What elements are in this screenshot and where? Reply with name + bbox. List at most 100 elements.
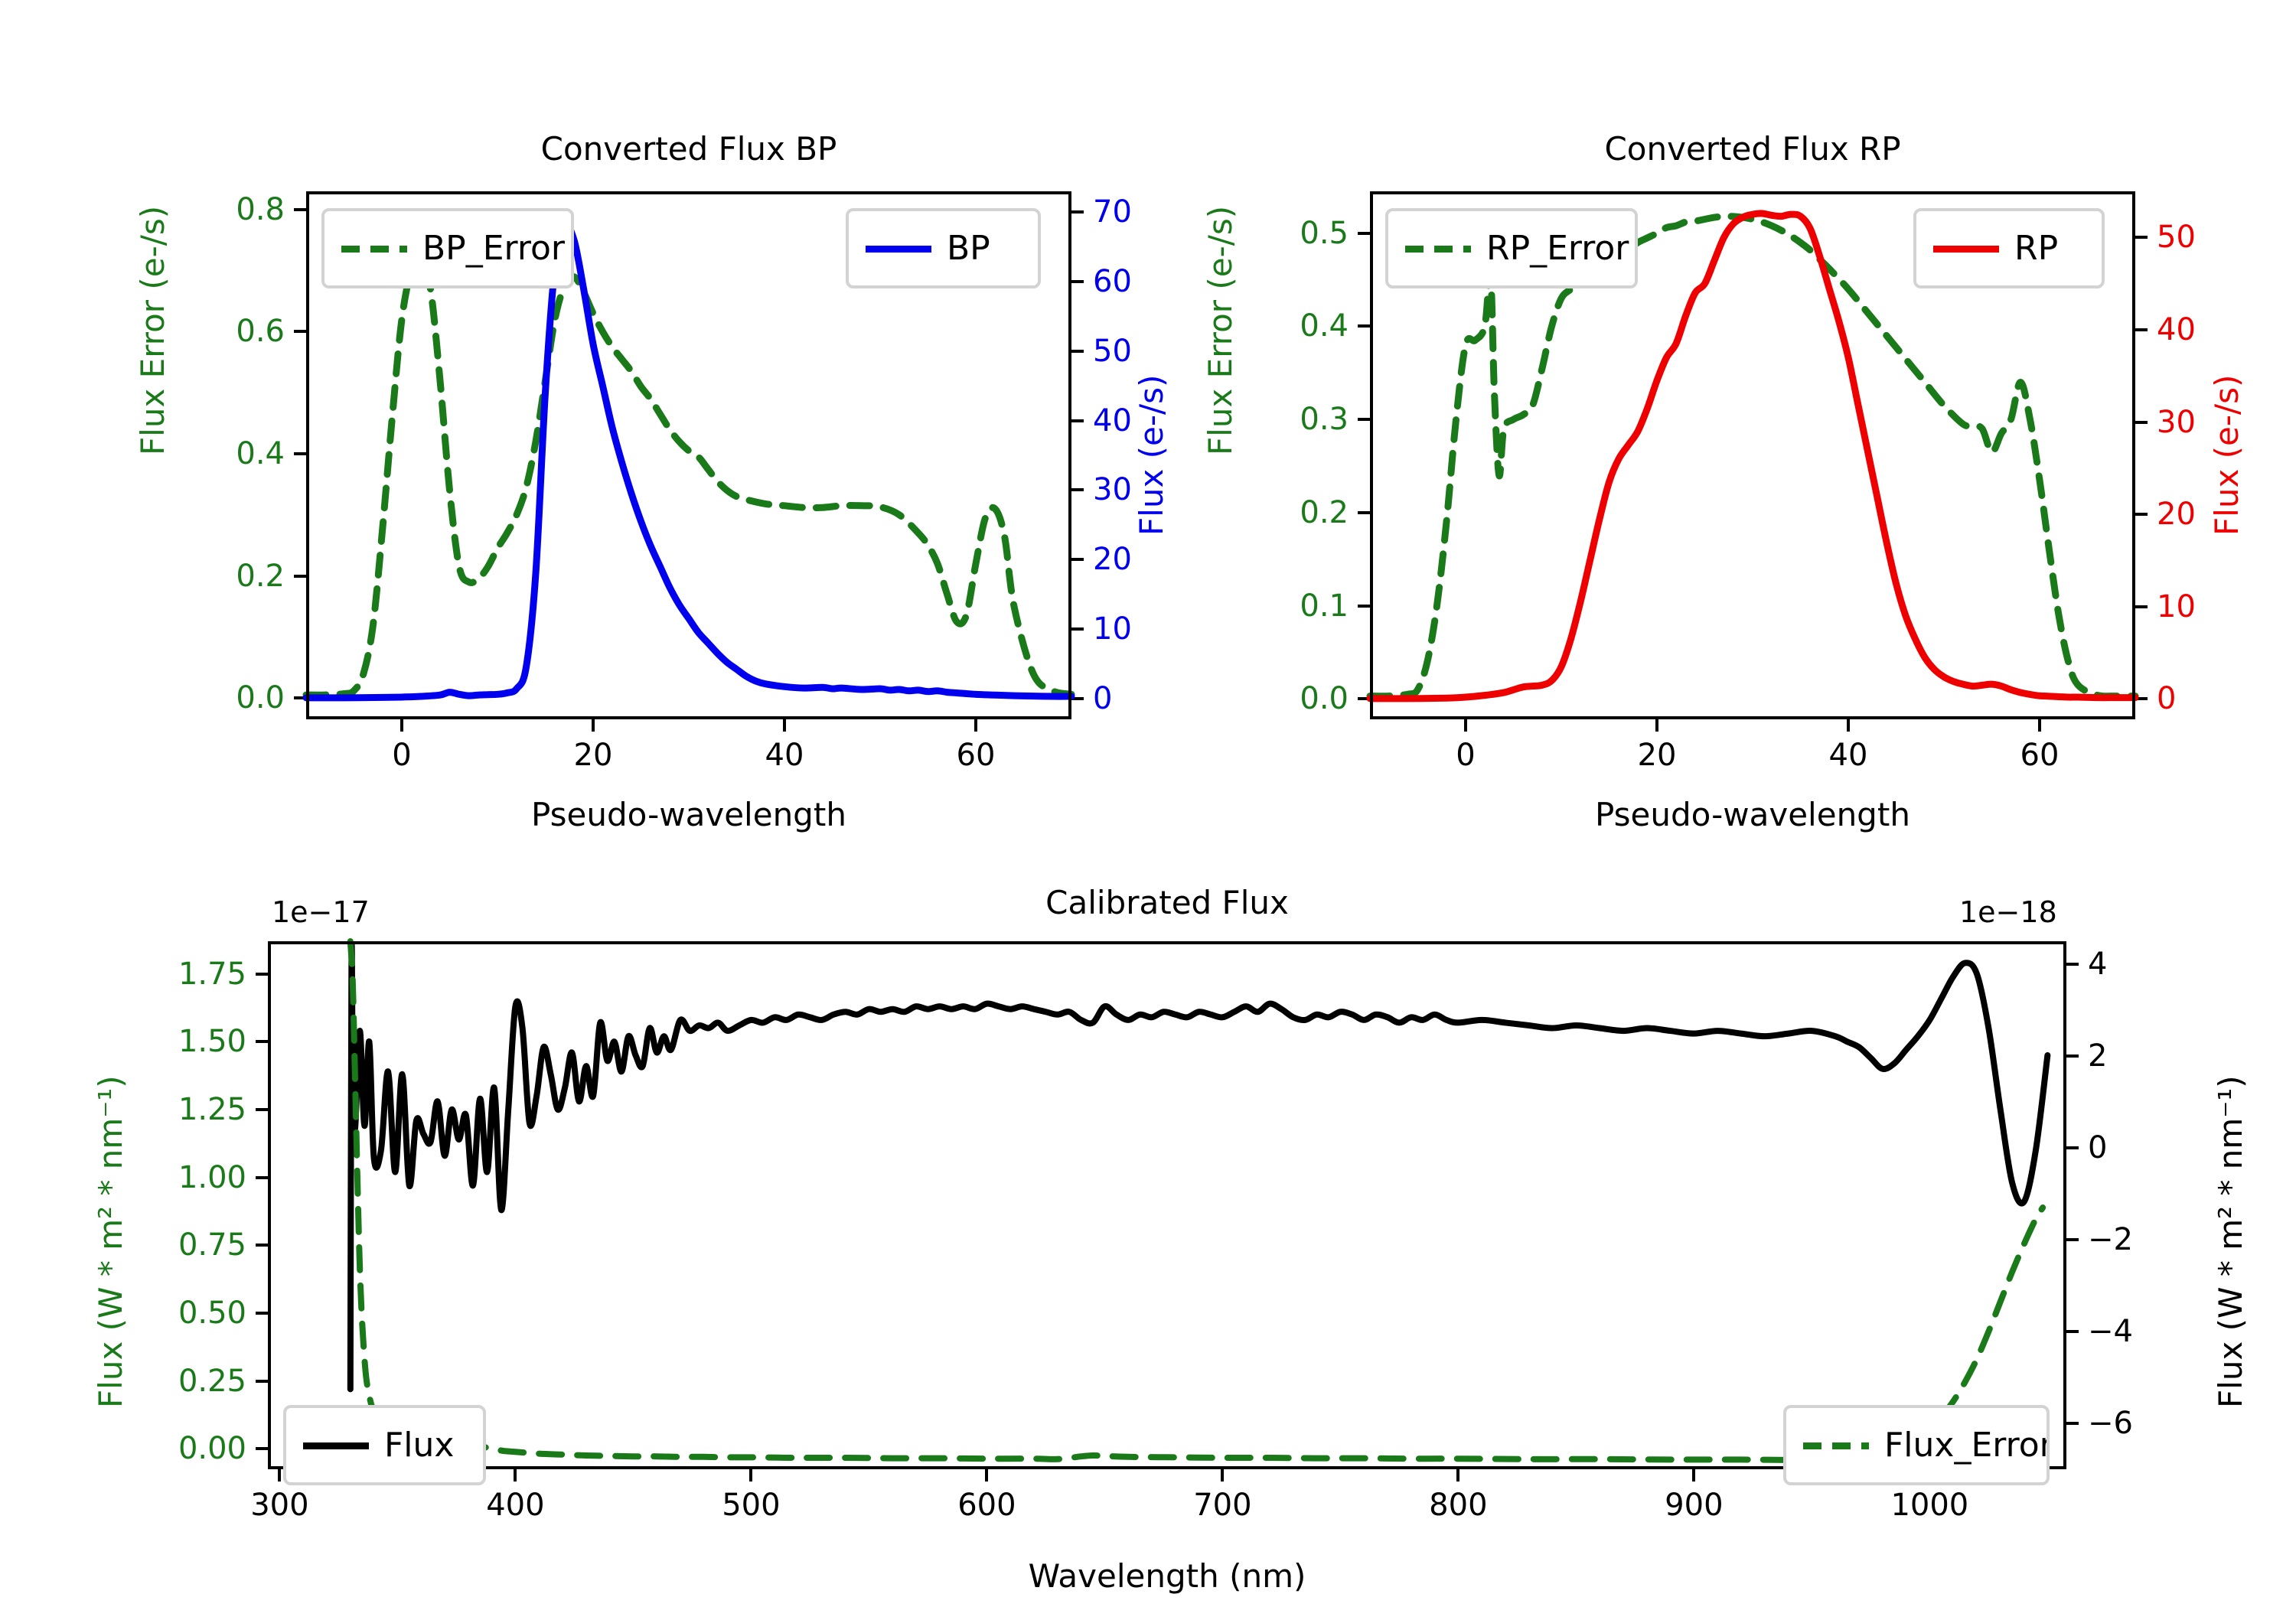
x-tick-label: 0 xyxy=(392,738,412,773)
y-tick-mark xyxy=(1358,231,1370,235)
x-tick-label: 800 xyxy=(1429,1488,1488,1523)
y-tick-label: 0.0 xyxy=(1300,681,1349,717)
y-tick-mark xyxy=(256,1379,268,1383)
y-tick-mark xyxy=(2066,1422,2079,1425)
x-tick-mark xyxy=(278,1469,282,1482)
rp-axes-frame xyxy=(1370,191,2135,719)
y-tick-mark xyxy=(256,1175,268,1179)
y-tick-label: 1.25 xyxy=(178,1091,246,1127)
y-tick-mark xyxy=(1071,488,1084,492)
y-tick-mark xyxy=(1071,349,1084,353)
y-tick-mark xyxy=(256,1447,268,1451)
y-tick-mark xyxy=(256,1107,268,1111)
bp-legend-error[interactable]: BP_Error xyxy=(321,208,574,288)
y-tick-mark xyxy=(294,696,306,700)
y-tick-mark xyxy=(1071,696,1084,700)
y-tick-label: −2 xyxy=(2088,1222,2133,1257)
y-tick-label: 0 xyxy=(1093,680,1113,716)
y-tick-mark xyxy=(294,330,306,334)
y-tick-mark xyxy=(2135,697,2148,701)
y-tick-mark xyxy=(1071,280,1084,284)
y-tick-label: 0 xyxy=(2088,1130,2108,1165)
y-tick-label: −6 xyxy=(2088,1406,2133,1441)
calibrated-legend-flux[interactable]: Flux xyxy=(283,1405,486,1485)
rp-error-legend-label: RP_Error xyxy=(1486,228,1629,268)
y-tick-label: 0.00 xyxy=(178,1431,246,1467)
y-tick-label: 0.3 xyxy=(1300,402,1349,438)
y-tick-mark xyxy=(2135,513,2148,517)
y-tick-mark xyxy=(2135,236,2148,240)
y-tick-mark xyxy=(1071,419,1084,422)
y-tick-label: 4 xyxy=(2088,947,2108,982)
panel-converted-flux-bp: Converted Flux BP 0 20 40 60 0.0 0.2 0.4 0.6 0.8… xyxy=(0,0,1170,833)
x-tick-label: 20 xyxy=(1637,738,1677,773)
calibrated-left-offset-label: 1e−17 xyxy=(272,895,370,929)
y-tick-mark xyxy=(2066,1054,2079,1058)
y-tick-label: 0.25 xyxy=(178,1363,246,1399)
x-tick-label: 1000 xyxy=(1890,1488,1969,1523)
x-tick-mark xyxy=(2038,719,2041,732)
y-tick-label: 0.2 xyxy=(236,558,285,594)
y-tick-label: 0.6 xyxy=(236,314,285,350)
rp-panel-title: Converted Flux RP xyxy=(1604,130,1901,168)
calibrated-panel-title: Calibrated Flux xyxy=(1045,884,1289,921)
y-tick-label: 60 xyxy=(1093,264,1132,300)
x-tick-label: 300 xyxy=(250,1488,309,1523)
bp-legend-label: BP xyxy=(947,228,990,268)
x-tick-label: 20 xyxy=(573,738,613,773)
y-tick-label: 0.4 xyxy=(1300,308,1349,344)
y-tick-mark xyxy=(2135,420,2148,424)
y-tick-mark xyxy=(1358,324,1370,328)
y-tick-label: 0.50 xyxy=(178,1296,246,1331)
x-tick-mark xyxy=(400,719,403,732)
flux-legend-label: Flux xyxy=(384,1425,455,1465)
y-tick-label: 10 xyxy=(1093,611,1132,647)
y-tick-mark xyxy=(1358,697,1370,701)
x-tick-label: 400 xyxy=(486,1488,545,1523)
y-tick-label: 0.1 xyxy=(1300,588,1349,624)
calibrated-right-offset-label: 1e−18 xyxy=(1959,895,2057,929)
y-tick-label: 2 xyxy=(2088,1038,2108,1074)
y-tick-mark xyxy=(1358,604,1370,608)
y-tick-label: 40 xyxy=(2157,311,2196,347)
x-tick-mark xyxy=(974,719,977,732)
x-tick-mark xyxy=(1464,719,1467,732)
rp-legend-error[interactable]: RP_Error xyxy=(1385,208,1638,288)
x-tick-label: 40 xyxy=(765,738,804,773)
bp-panel-title: Converted Flux BP xyxy=(540,130,837,168)
y-tick-mark xyxy=(294,574,306,578)
bp-legend-flux[interactable]: BP xyxy=(846,208,1041,288)
y-tick-mark xyxy=(2135,328,2148,331)
rp-legend-flux[interactable]: RP xyxy=(1913,208,2105,288)
y-tick-label: 40 xyxy=(1093,403,1132,438)
x-tick-label: 900 xyxy=(1665,1488,1724,1523)
x-tick-mark xyxy=(1655,719,1658,732)
y-tick-mark xyxy=(2066,1146,2079,1149)
y-tick-label: 0.5 xyxy=(1300,215,1349,251)
y-tick-label: 20 xyxy=(1093,542,1132,578)
y-tick-label: 0 xyxy=(2157,681,2177,717)
x-tick-mark xyxy=(1456,1469,1460,1482)
y-tick-mark xyxy=(2066,963,2079,966)
x-tick-label: 700 xyxy=(1193,1488,1252,1523)
x-tick-mark xyxy=(1692,1469,1696,1482)
y-tick-label: 10 xyxy=(2157,588,2196,624)
x-tick-mark xyxy=(783,719,786,732)
x-tick-mark xyxy=(985,1469,989,1482)
y-tick-label: 30 xyxy=(1093,472,1132,508)
x-tick-mark xyxy=(592,719,595,732)
x-tick-label: 0 xyxy=(1456,738,1476,773)
calibrated-legend-flux-error[interactable]: Flux_Error xyxy=(1783,1405,2050,1485)
x-tick-label: 60 xyxy=(956,738,996,773)
y-tick-mark xyxy=(1358,418,1370,422)
y-tick-label: 30 xyxy=(2157,404,2196,440)
bp-error-legend-label: BP_Error xyxy=(422,228,565,268)
y-tick-label: 1.75 xyxy=(178,956,246,992)
y-tick-label: 50 xyxy=(1093,333,1132,369)
x-tick-label: 600 xyxy=(957,1488,1016,1523)
y-tick-label: 0.75 xyxy=(178,1227,246,1263)
y-tick-label: 0.2 xyxy=(1300,494,1349,530)
series-line-rp xyxy=(1366,210,2139,702)
x-tick-mark xyxy=(1847,719,1850,732)
